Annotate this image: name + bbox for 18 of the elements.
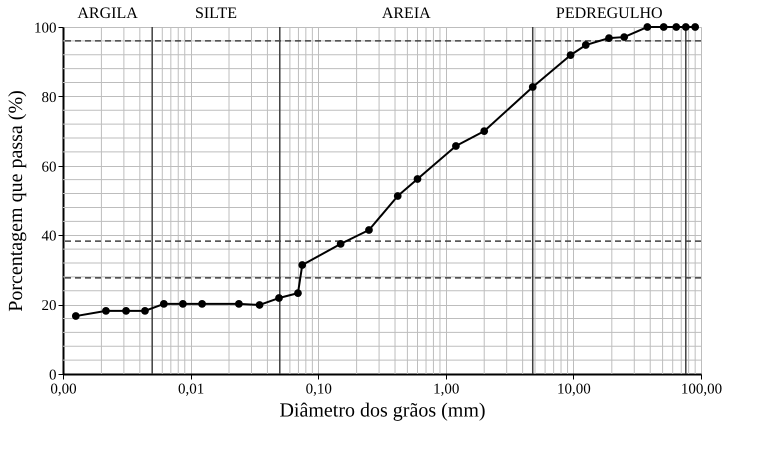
- x-tick-label: 0,01: [178, 382, 204, 398]
- y-tick-label: 60: [42, 159, 56, 176]
- y-tick-label: 80: [42, 90, 56, 106]
- y-tick-label: 40: [42, 228, 56, 245]
- y-tick-label: 0: [49, 368, 56, 384]
- x-tick-label: 0,00: [50, 382, 77, 398]
- x-tick-label: 100,00: [680, 382, 722, 398]
- text: PEDREGULHO: [556, 5, 663, 22]
- y-tick-label: 20: [42, 298, 56, 314]
- text: SILTE: [194, 5, 238, 22]
- x-tick-label: 1,00: [433, 382, 460, 398]
- x-axis-title: Diâmetro dos grãos (mm): [279, 400, 486, 422]
- y-axis-title: Porcentagem que passa (%): [5, 90, 27, 312]
- x-tick-label: 0,10: [306, 382, 332, 398]
- text: AREIA: [382, 5, 432, 22]
- text: ARGILA: [77, 5, 138, 22]
- y-tick-label: 100: [34, 20, 56, 36]
- x-tick-label: 10,00: [557, 382, 591, 398]
